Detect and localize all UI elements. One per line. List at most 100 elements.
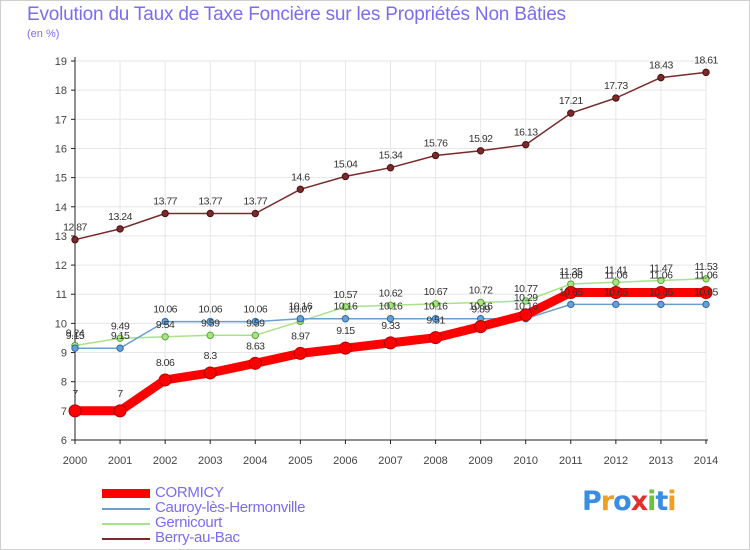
data-label-cormicy: 11.06 <box>559 269 583 281</box>
y-tick-label: 18 <box>55 85 67 97</box>
data-label-gernicourt: 10.57 <box>334 289 358 301</box>
data-point-cauroy <box>567 300 575 309</box>
data-point-cormicy <box>203 366 217 380</box>
data-label-berry: 15.92 <box>469 133 493 145</box>
data-point-gernicourt <box>206 331 214 340</box>
legend-item-berry: Berry-au-Bac <box>102 529 362 547</box>
data-point-gernicourt <box>657 276 665 285</box>
y-tick-label: 7 <box>61 406 67 418</box>
x-tick-label: 2011 <box>559 455 583 467</box>
data-label-berry: 12.87 <box>63 222 87 234</box>
data-label-gernicourt: 10.77 <box>514 283 538 295</box>
data-point-gernicourt <box>522 297 530 305</box>
data-point-berry <box>116 225 124 233</box>
data-point-berry <box>657 73 665 82</box>
data-label-berry: 17.21 <box>559 95 583 107</box>
x-tick-label: 2014 <box>694 455 718 467</box>
data-label-berry: 15.34 <box>379 150 403 162</box>
x-tick-label: 2012 <box>604 455 628 467</box>
data-label-cormicy: 7 <box>72 388 78 400</box>
data-label-gernicourt: 10.62 <box>379 287 403 299</box>
legend-item-gernicourt: Gernicourt <box>102 514 362 532</box>
y-tick-label: 12 <box>55 260 67 272</box>
legend-swatch-cormicy <box>102 489 150 498</box>
x-tick-label: 2009 <box>468 455 492 467</box>
data-label-cormicy: 9.15 <box>336 325 355 337</box>
legend-label-cormicy: CORMICY <box>155 484 224 501</box>
x-tick-label: 2006 <box>333 455 357 467</box>
data-label-gernicourt: 9.24 <box>66 328 85 340</box>
data-label-gernicourt: 11.53 <box>695 261 719 273</box>
data-point-berry <box>71 236 79 244</box>
data-point-gernicourt <box>702 275 710 283</box>
data-label-gernicourt: 11.47 <box>649 263 673 275</box>
data-label-cauroy: 9.15 <box>111 330 130 342</box>
logo-letter: P <box>582 486 602 517</box>
data-point-cauroy <box>341 315 350 323</box>
data-point-gernicourt <box>116 334 124 342</box>
y-tick-label: 14 <box>55 202 67 214</box>
x-tick-label: 2004 <box>243 455 267 467</box>
data-point-berry <box>296 185 305 193</box>
data-label-berry: 18.43 <box>649 60 673 72</box>
y-tick-label: 15 <box>55 173 67 185</box>
data-point-cormicy <box>699 285 713 299</box>
data-point-cormicy <box>158 373 172 387</box>
data-label-gernicourt: 10.67 <box>424 286 448 298</box>
proxiti-logo: Proxiti <box>582 486 677 517</box>
y-tick-label: 9 <box>61 348 67 360</box>
chart-unit-label: (en %) <box>27 28 60 40</box>
legend-item-cauroy: Cauroy-lès-Hermonville <box>102 499 362 517</box>
data-point-cormicy <box>654 285 668 299</box>
data-label-cormicy: 8.06 <box>156 357 175 369</box>
data-point-berry <box>251 209 259 218</box>
data-label-gernicourt: 11.35 <box>559 266 583 278</box>
legend-item-cormicy: CORMICY <box>102 484 362 502</box>
y-tick-label: 11 <box>56 289 67 301</box>
data-point-cauroy <box>71 344 79 352</box>
data-point-cauroy <box>206 317 214 326</box>
data-label-cormicy: 8.3 <box>204 350 218 362</box>
y-tick-label: 8 <box>61 377 67 389</box>
data-point-berry <box>567 109 575 117</box>
x-tick-label: 2008 <box>423 455 447 467</box>
data-point-gernicourt <box>476 298 485 307</box>
data-label-cormicy: 11.06 <box>604 269 628 281</box>
data-point-berry <box>431 151 440 160</box>
data-label-berry: 13.77 <box>153 195 177 207</box>
x-tick-label: 2001 <box>108 455 132 467</box>
data-point-cormicy <box>474 320 488 334</box>
data-point-cormicy <box>293 346 307 360</box>
data-label-gernicourt: 10.72 <box>469 284 493 296</box>
data-label-cauroy: 10.06 <box>198 304 222 316</box>
logo-letter: o <box>613 486 632 517</box>
x-tick-label: 2010 <box>513 455 537 467</box>
data-point-berry <box>476 147 485 155</box>
data-label-gernicourt: 10.07 <box>288 303 312 315</box>
data-label-cauroy: 10.65 <box>604 286 628 298</box>
data-point-gernicourt <box>431 300 440 308</box>
data-point-berry <box>161 209 169 218</box>
legend-label-gernicourt: Gernicourt <box>155 514 223 531</box>
data-label-gernicourt: 11.41 <box>604 264 628 276</box>
data-label-cauroy: 10.16 <box>469 301 493 313</box>
data-label-cormicy: 9.89 <box>471 304 490 316</box>
data-label-cormicy: 7 <box>117 388 123 400</box>
data-label-cormicy: 11.06 <box>695 269 719 281</box>
data-label-berry: 15.76 <box>424 137 448 149</box>
logo-letter: i <box>667 486 676 517</box>
data-point-berry <box>341 172 350 181</box>
data-point-gernicourt <box>386 301 395 310</box>
x-tick-label: 2007 <box>378 455 402 467</box>
data-point-cauroy <box>296 315 305 323</box>
data-label-berry: 14.6 <box>291 171 310 183</box>
data-point-gernicourt <box>341 303 350 311</box>
data-point-cormicy <box>338 341 352 355</box>
x-tick-label: 2005 <box>288 455 312 467</box>
data-label-cauroy: 10.16 <box>334 301 358 313</box>
data-label-cauroy: 9.15 <box>66 330 85 342</box>
data-label-layer: 12.87 13.24 13.77 13.77 13.77 14.6 15.04 15.34 1… <box>63 54 719 400</box>
data-point-cauroy <box>657 300 665 309</box>
